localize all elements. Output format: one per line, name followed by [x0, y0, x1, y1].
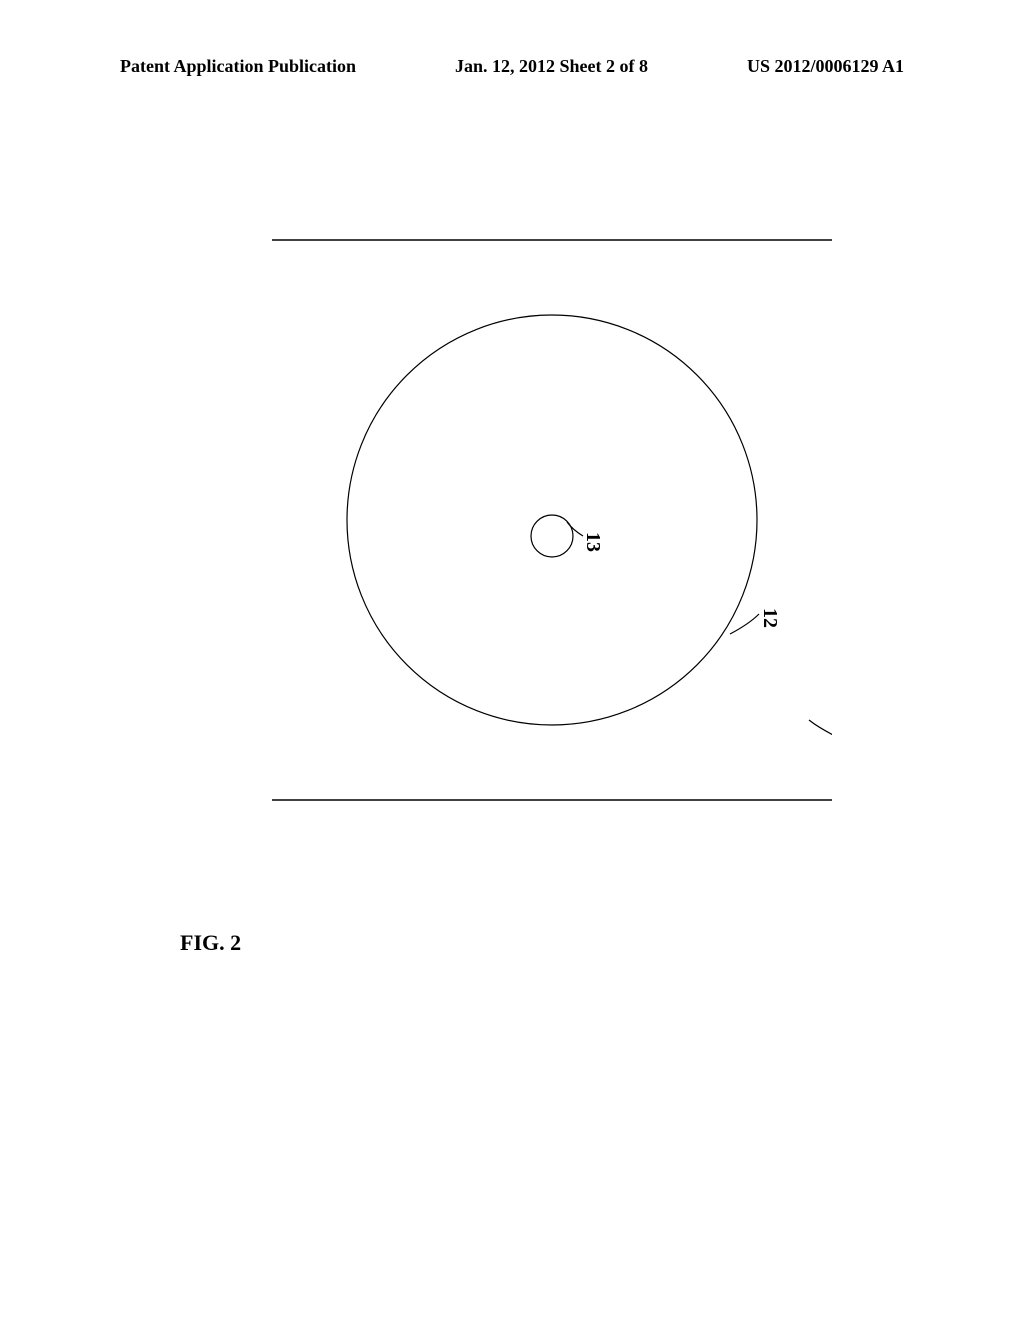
outer-frame [272, 240, 832, 800]
diagram-svg: 2 12 13 [272, 205, 832, 835]
callout-label-12: 12 [759, 608, 781, 628]
header-right: US 2012/0006129 A1 [747, 56, 904, 77]
header-left: Patent Application Publication [120, 56, 356, 77]
leader-13 [567, 522, 583, 536]
callout-label-13: 13 [582, 532, 604, 552]
leader-2 [809, 720, 832, 738]
figure-label: FIG. 2 [180, 930, 241, 956]
large-circle [347, 315, 757, 725]
leader-12 [730, 614, 759, 634]
patent-figure-2: 2 12 13 [272, 205, 832, 835]
page-header: Patent Application Publication Jan. 12, … [0, 56, 1024, 77]
small-circle [531, 515, 573, 557]
header-center: Jan. 12, 2012 Sheet 2 of 8 [455, 56, 648, 77]
